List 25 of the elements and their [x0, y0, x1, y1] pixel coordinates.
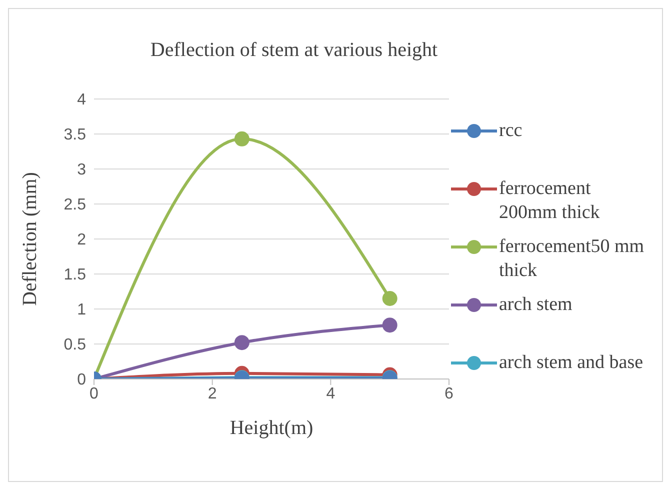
point — [234, 131, 250, 146]
chart-title: Deflection of stem at various height — [149, 39, 439, 62]
y-tick-label: 1.5 — [64, 266, 86, 284]
x-axis-title: Height(m) — [230, 417, 314, 439]
x-tick-label: 4 — [326, 385, 336, 402]
point — [382, 291, 398, 306]
point — [382, 318, 398, 333]
legend-label: ferrocement 200mm thick — [499, 177, 601, 225]
y-tick-label: 0 — [77, 372, 86, 389]
legend-label: rcc — [499, 119, 524, 143]
y-tick-label: 4 — [77, 92, 86, 109]
y-tick-label: 3 — [77, 162, 86, 179]
y-axis-title: Deflection (mm) — [19, 172, 42, 306]
y-tick-label: 2 — [77, 232, 86, 249]
y-tick-label: 1 — [77, 302, 86, 319]
x-tick-label: 6 — [444, 385, 454, 402]
point — [234, 335, 250, 350]
x-tick-label: 0 — [90, 385, 99, 402]
y-tick-label: 2.5 — [64, 196, 86, 214]
legend-label: arch stem and base — [499, 351, 644, 375]
y-tick-label: 3.5 — [64, 126, 86, 144]
legend-label: ferrocement50 mm thick — [499, 235, 646, 283]
legend-label: arch stem — [499, 293, 574, 317]
y-tick-label: 0.5 — [64, 336, 86, 354]
x-tick-label: 2 — [208, 385, 217, 402]
